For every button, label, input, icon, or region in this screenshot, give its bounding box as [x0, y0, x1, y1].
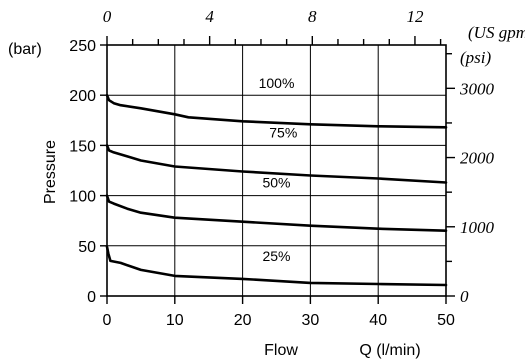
series-line-75-percent	[105, 144, 448, 184]
secondary-y-tick-label-1000: 1000	[460, 218, 495, 237]
secondary-x-tick-label-4: 4	[205, 7, 214, 26]
plot-area-border	[106, 44, 447, 297]
x-axis-label: Flow	[264, 342, 298, 359]
grid	[107, 45, 446, 296]
y-tick-label-200: 200	[69, 88, 96, 105]
tick-labels: 0 10 20 30 40 50 0 50 100 150 200 250 0 4 8 12 0 1000 2000…	[69, 7, 494, 329]
y-tick-label-150: 150	[69, 138, 96, 155]
series-label-100-percent: 100%	[259, 75, 295, 91]
x-unit-label: Q (l/min)	[359, 342, 420, 359]
secondary-x-tick-label-8: 8	[308, 7, 317, 26]
plot-frame	[106, 44, 447, 297]
secondary-x-unit-label: (US gpm)	[468, 23, 525, 42]
x-tick-label-30: 30	[302, 312, 320, 329]
secondary-x-tick-label-12: 12	[406, 7, 424, 26]
x-tick-label-50: 50	[437, 312, 455, 329]
series-line-100-percent	[105, 93, 448, 129]
y-tick-label-100: 100	[69, 189, 96, 206]
x-tick-label-0: 0	[103, 312, 112, 329]
series-curves	[105, 93, 448, 287]
series-label-50-percent: 50%	[262, 175, 290, 191]
secondary-x-tick-label-0: 0	[103, 7, 112, 26]
secondary-y-tick-label-2000: 2000	[460, 149, 495, 168]
series-label-25-percent: 25%	[262, 248, 290, 264]
secondary-y-tick-label-3000: 3000	[459, 79, 495, 98]
x-tick-label-20: 20	[234, 312, 252, 329]
y-tick-label-50: 50	[78, 239, 96, 256]
secondary-y-unit-label: (psi)	[460, 48, 492, 67]
series-line-25-percent	[105, 245, 448, 287]
series-label-75-percent: 75%	[269, 124, 297, 140]
x-tick-label-10: 10	[166, 312, 184, 329]
axis-ticks	[100, 36, 455, 304]
y-axis-label: Pressure	[42, 140, 59, 204]
x-tick-label-40: 40	[369, 312, 387, 329]
secondary-y-tick-label-0: 0	[460, 287, 469, 306]
y-unit-label: (bar)	[8, 41, 42, 58]
y-tick-label-0: 0	[87, 289, 96, 306]
series-line-50-percent	[105, 194, 448, 232]
y-tick-label-250: 250	[69, 38, 96, 55]
